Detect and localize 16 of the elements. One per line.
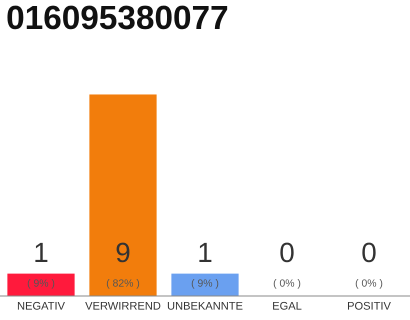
x-tick-label: EGAL <box>273 302 302 310</box>
chart-title: 016095380077 <box>7 6 228 30</box>
annotation: ( 82% ) <box>106 279 140 289</box>
data-label: 9 <box>116 242 130 262</box>
annotation: ( 9% ) <box>192 279 218 289</box>
annotation: ( 9% ) <box>28 279 54 289</box>
annotation: ( 0% ) <box>356 279 382 289</box>
x-tick-label: POSITIV <box>348 302 391 310</box>
annotation: ( 0% ) <box>274 279 300 289</box>
x-tick-label: UNBEKANNTE <box>168 302 242 310</box>
data-label: 0 <box>362 242 376 262</box>
x-tick-label: VERWIRREND <box>85 302 160 310</box>
data-label: 1 <box>35 242 48 262</box>
data-label: 0 <box>280 242 294 262</box>
data-label: 1 <box>199 242 212 262</box>
x-tick-label: NEGATIV <box>18 302 65 310</box>
